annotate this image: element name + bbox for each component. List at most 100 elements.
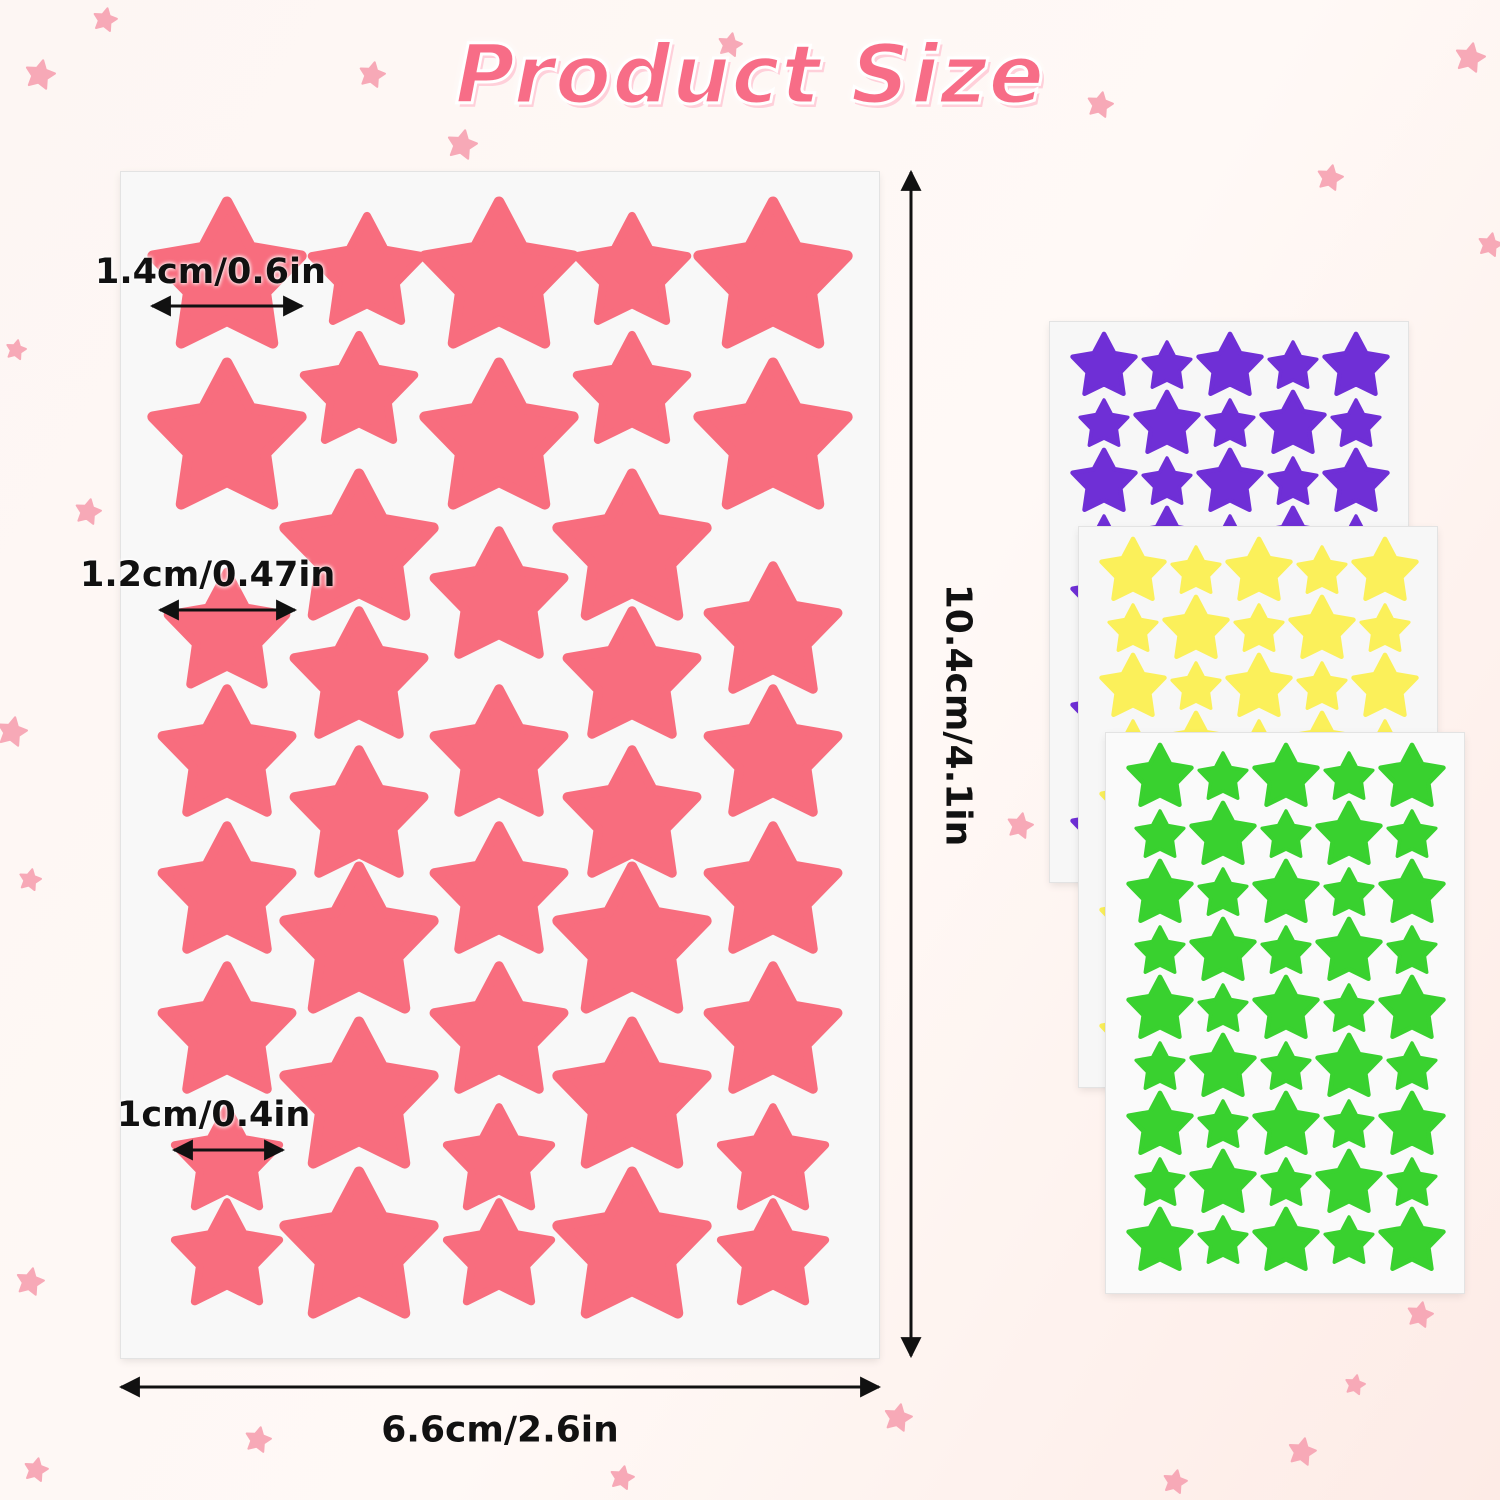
star-icon — [1078, 398, 1130, 447]
star-icon — [170, 1198, 284, 1306]
star-icon — [442, 1198, 556, 1306]
star-icon — [1323, 751, 1375, 800]
star-icon — [307, 211, 427, 325]
star-icon — [1386, 1157, 1438, 1206]
star-icon — [1322, 447, 1390, 513]
star-icon — [703, 684, 843, 817]
star-icon — [1126, 1090, 1194, 1156]
star-icon — [1378, 1090, 1446, 1156]
star-icon — [1170, 661, 1222, 710]
star-icon — [0, 716, 28, 747]
star-icon — [562, 745, 702, 878]
star-icon — [1315, 916, 1383, 982]
star-icon — [1252, 742, 1320, 808]
star-icon — [1386, 1041, 1438, 1090]
star-icon — [1315, 800, 1383, 866]
star-icon — [1134, 809, 1186, 858]
star-icon — [1197, 751, 1249, 800]
star-icon — [1126, 1206, 1194, 1272]
star-icon — [1196, 447, 1264, 513]
star-icon — [1107, 603, 1159, 652]
star-icon — [1252, 1090, 1320, 1156]
star-icon — [703, 961, 843, 1094]
star-icon — [1378, 858, 1446, 924]
star-icon — [1087, 91, 1114, 118]
star-icon — [1378, 742, 1446, 808]
star-icon — [1345, 1374, 1366, 1396]
star-icon — [1134, 1041, 1186, 1090]
star-icon — [279, 861, 439, 1014]
star-icon — [157, 684, 297, 817]
star-icon — [1260, 809, 1312, 858]
star-icon — [429, 684, 569, 817]
star-icon — [6, 339, 27, 361]
green-sticker-sheet — [1106, 733, 1464, 1293]
star-icon — [1189, 800, 1257, 866]
star-icon — [1359, 603, 1411, 652]
star-icon — [93, 7, 118, 32]
star-icon — [25, 59, 56, 90]
star-icon — [1070, 447, 1138, 513]
star-icon — [1189, 916, 1257, 982]
star-icon — [1252, 1206, 1320, 1272]
star-icon — [1323, 867, 1375, 916]
star-icon — [419, 357, 579, 510]
star-icon — [1070, 331, 1138, 397]
star-icon — [1233, 603, 1285, 652]
star-icon — [1259, 389, 1327, 455]
star-icon — [1225, 536, 1293, 602]
star-icon — [157, 821, 297, 954]
star-icon — [1099, 652, 1167, 718]
star-icon — [1126, 974, 1194, 1040]
star-icon — [1260, 1041, 1312, 1090]
star-icon — [147, 357, 307, 510]
star-icon — [1323, 1215, 1375, 1264]
star-icon — [1141, 456, 1193, 505]
star-icon — [572, 330, 692, 444]
star-icon — [1099, 536, 1167, 602]
star-icon — [1317, 164, 1344, 191]
star-icon — [572, 211, 692, 325]
star-icon — [610, 1465, 635, 1490]
star-icon — [884, 1403, 913, 1432]
star-icon — [1163, 1469, 1188, 1494]
star-icon — [1296, 545, 1348, 594]
star-icon — [1197, 867, 1249, 916]
large-star-size-label: 1.4cm/0.6in — [95, 252, 326, 292]
star-icon — [429, 961, 569, 1094]
star-icon — [429, 821, 569, 954]
medium-star-size-label: 1.2cm/0.47in — [80, 555, 336, 595]
star-icon — [279, 1016, 439, 1169]
star-icon — [1189, 1032, 1257, 1098]
star-icon — [1196, 331, 1264, 397]
star-icon — [279, 468, 439, 621]
star-icon — [447, 129, 478, 160]
star-icon — [718, 32, 743, 57]
green-star-grid — [1126, 742, 1446, 1272]
star-icon — [1126, 858, 1194, 924]
star-icon — [693, 357, 853, 510]
star-icon — [75, 498, 102, 525]
star-icon — [1126, 742, 1194, 808]
star-icon — [552, 1016, 712, 1169]
star-icon — [279, 1166, 439, 1319]
star-icon — [1407, 1301, 1434, 1328]
star-icon — [1315, 1148, 1383, 1214]
star-icon — [1386, 809, 1438, 858]
star-icon — [1386, 925, 1438, 974]
star-icon — [1378, 1206, 1446, 1272]
star-icon — [1323, 983, 1375, 1032]
star-icon — [1204, 398, 1256, 447]
star-icon — [289, 745, 429, 878]
star-icon — [1133, 389, 1201, 455]
star-icon — [1189, 1148, 1257, 1214]
star-icon — [1225, 652, 1293, 718]
star-icon — [716, 1198, 830, 1306]
star-icon — [419, 196, 579, 349]
star-icon — [1315, 1032, 1383, 1098]
star-icon — [359, 61, 386, 88]
star-icon — [693, 196, 853, 349]
star-icon — [552, 1166, 712, 1319]
